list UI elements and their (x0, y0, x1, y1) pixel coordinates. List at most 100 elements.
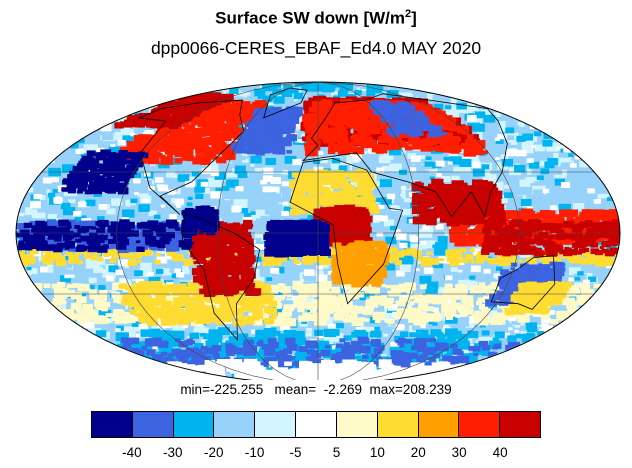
field-cell (156, 269, 164, 274)
field-cell (401, 182, 411, 189)
field-cell (474, 291, 487, 300)
field-cell (119, 219, 130, 227)
field-cell (387, 290, 395, 296)
field-cell (478, 340, 489, 348)
field-cell (579, 257, 585, 261)
field-cell (315, 302, 322, 307)
field-cell (275, 351, 288, 360)
field-cell (341, 82, 354, 91)
field-cell (499, 126, 507, 132)
field-cell (134, 253, 142, 259)
field-cell (127, 260, 137, 267)
field-cell (115, 332, 129, 342)
field-cell (223, 356, 231, 362)
field-cell (241, 318, 249, 323)
field-cell (477, 297, 486, 303)
field-cell (472, 348, 482, 355)
field-cell (336, 310, 346, 317)
field-cell (80, 222, 86, 226)
field-cell (554, 178, 565, 186)
field-cell (318, 255, 329, 263)
field-cell (579, 161, 589, 168)
field-cell (375, 139, 381, 144)
field-cell (482, 174, 497, 184)
field-cell (526, 257, 537, 265)
field-cell (98, 204, 108, 210)
field-cell (218, 165, 228, 173)
field-cell (419, 275, 432, 284)
field-cell (478, 282, 486, 287)
field-cell (283, 348, 293, 355)
field-cell (97, 295, 106, 301)
field-cell (133, 178, 141, 184)
field-cell (287, 293, 293, 298)
field-cell (399, 361, 413, 370)
field-cell (513, 210, 524, 217)
field-cell (378, 204, 385, 209)
field-cell (401, 298, 416, 308)
field-cell (367, 148, 376, 154)
field-cell (567, 306, 577, 313)
field-cell (305, 287, 319, 296)
field-cell (98, 234, 108, 241)
field-cell (80, 153, 87, 158)
field-cell (193, 303, 201, 308)
field-cell (155, 317, 162, 322)
field-cell (186, 202, 193, 207)
field-cell (175, 338, 181, 343)
field-cell (93, 157, 106, 166)
field-cell (493, 273, 501, 278)
field-cell (161, 177, 170, 184)
field-cell (284, 317, 292, 323)
field-cell (219, 302, 230, 310)
field-cell (130, 205, 137, 210)
field-cell (151, 345, 158, 350)
field-cell (531, 166, 545, 175)
field-cell (329, 333, 344, 343)
field-cell (337, 356, 344, 360)
field-cell (195, 344, 202, 349)
field-cell (446, 288, 459, 296)
field-cell (435, 317, 442, 322)
field-cell (142, 283, 155, 292)
field-cell (427, 281, 439, 289)
field-cell (492, 348, 505, 357)
field-cell (495, 157, 500, 160)
field-cell (60, 202, 71, 210)
field-cell (389, 180, 402, 189)
field-cell (558, 296, 569, 304)
field-cell (129, 309, 137, 314)
field-cell (511, 319, 521, 325)
field-cell (537, 330, 545, 336)
field-cell (131, 320, 142, 327)
field-cell (408, 248, 418, 255)
field-cell (362, 338, 370, 344)
field-cell (413, 293, 423, 299)
field-cell (165, 219, 177, 227)
field-cell (444, 247, 452, 252)
field-cell (536, 202, 549, 211)
field-cell (33, 193, 42, 200)
field-cell (376, 175, 386, 182)
field-cell (271, 316, 284, 325)
field-cell (64, 274, 70, 279)
field-cell (401, 188, 410, 195)
field-cell (77, 283, 90, 292)
field-cell (192, 288, 204, 297)
field-cell (474, 111, 486, 119)
field-cell (587, 188, 595, 194)
field-cell (511, 215, 520, 221)
field-cell (370, 234, 383, 243)
field-cell (251, 250, 261, 257)
field-cell (18, 216, 29, 223)
field-cell (270, 204, 283, 213)
field-cell (317, 327, 324, 332)
field-cell (83, 144, 98, 154)
field-cell (482, 212, 495, 221)
field-cell (16, 251, 26, 259)
field-cell (420, 297, 427, 302)
field-cell (316, 265, 323, 270)
field-cell (243, 212, 252, 218)
field-cell (565, 193, 576, 200)
field-cell (330, 161, 344, 170)
